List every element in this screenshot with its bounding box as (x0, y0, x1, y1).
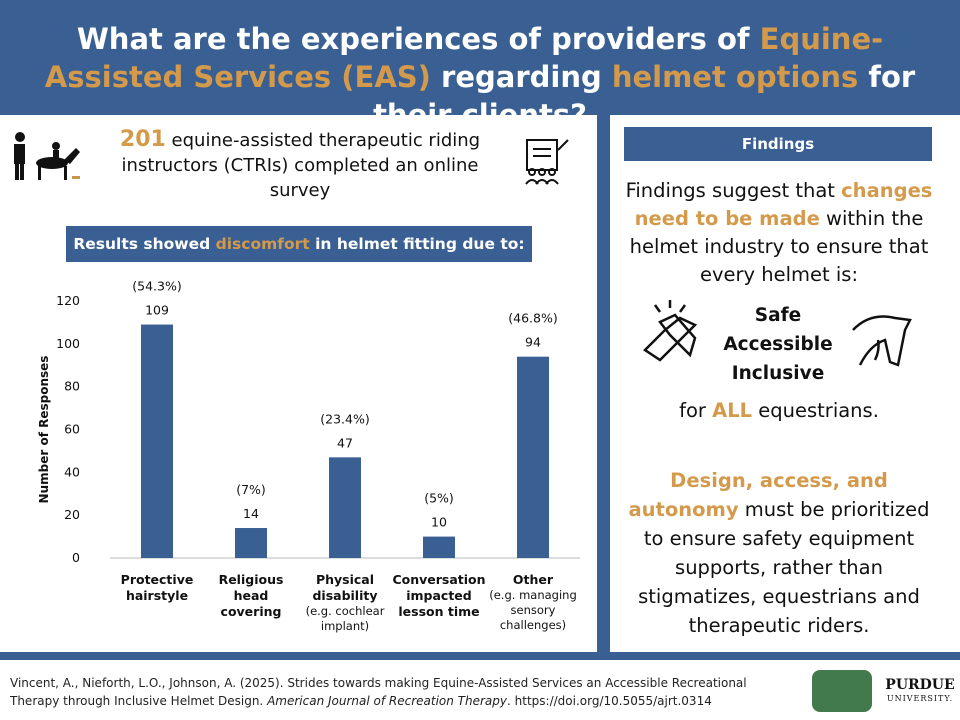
logo-text: PURDUE (885, 677, 955, 693)
percent-label: (7%) (236, 482, 266, 497)
findings-heading-bg (624, 127, 932, 161)
value-label: 14 (243, 506, 259, 521)
x-tick-label: Physical disability (e.g. cochlear implan… (295, 572, 395, 634)
text: for (679, 399, 713, 422)
title-part: What are the experiences of providers of (76, 22, 760, 56)
x-tick-label: Protective hairstyle (107, 572, 207, 604)
title: What are the experiences of providers of… (40, 20, 920, 134)
rider-icon (14, 132, 80, 180)
x-tick-label: Religious head covering (201, 572, 301, 620)
findings-para3: Design, access, and autonomy must be pri… (620, 466, 938, 640)
banner-highlight: discomfort (215, 235, 310, 253)
banner-text: in helmet fitting due to: (309, 235, 525, 253)
percent-label: (23.4%) (320, 411, 369, 426)
value-label: 109 (145, 303, 169, 318)
quality: Accessible (723, 334, 833, 355)
y-tick-label: 120 (56, 293, 80, 308)
bar (423, 536, 455, 558)
category-name: Protective hairstyle (120, 572, 194, 603)
y-tick-label: 80 (64, 379, 80, 394)
category-name: Religious head covering (218, 572, 284, 619)
text: equestrians. (752, 399, 879, 422)
title-highlight: helmet options (611, 60, 859, 94)
bar (517, 356, 549, 558)
quality: Inclusive (731, 363, 825, 384)
title-part: for their clients? (373, 60, 916, 132)
findings-heading: Findings (741, 135, 815, 153)
quality: Safe (754, 305, 802, 326)
highlight: changes need to be made (634, 179, 933, 230)
percent-label: (5%) (424, 491, 454, 506)
highlight: Design, access, and autonomy (628, 469, 888, 521)
percent-label: (54.3%) (132, 279, 181, 294)
logo-text: UNIVERSITY. (886, 694, 954, 703)
horse-icon (852, 315, 912, 367)
y-tick-label: 40 (64, 464, 80, 479)
category-name: Conversation impacted lesson time (392, 572, 486, 619)
handshake-icon (643, 300, 698, 362)
y-tick-label: 0 (72, 550, 80, 565)
value-label: 10 (431, 515, 447, 530)
cu-logo (812, 670, 872, 712)
citation-journal: American Journal of Recreation Therapy (267, 694, 508, 708)
title-part: regarding (430, 60, 612, 94)
value-label: 94 (525, 335, 541, 350)
survey-icon (525, 139, 569, 185)
results-banner: Results showed discomfort in helmet fitt… (66, 226, 532, 262)
intro-number: 201 (119, 127, 166, 152)
value-label: 47 (337, 435, 353, 450)
x-tick-label: Conversation impacted lesson time (389, 572, 489, 620)
divider (597, 115, 610, 660)
category-name: Physical disability (312, 572, 378, 603)
x-tick-label: Other (e.g. managing sensory challenges) (483, 572, 583, 633)
text: must be prioritized to ensure safety equ… (638, 498, 930, 637)
purdue-logo: PURDUE UNIVERSITY. (884, 676, 956, 704)
text: Findings suggest that (625, 179, 842, 202)
text: within the helmet industry to ensure tha… (629, 207, 929, 286)
citation-text: Vincent, A., Nieforth, L.O., Johnson, A.… (10, 676, 747, 708)
citation: Vincent, A., Nieforth, L.O., Johnson, A.… (10, 674, 780, 710)
results-banner-bg (66, 226, 532, 262)
findings-para1: Findings suggest that changes need to be… (616, 177, 942, 289)
bar (329, 457, 361, 558)
header-band (0, 0, 960, 115)
bar (141, 324, 173, 558)
footer-band (0, 652, 960, 660)
category-name: Other (512, 572, 554, 587)
y-tick-label: 100 (56, 336, 80, 351)
citation-doi: . https://doi.org/10.5055/ajrt.0314 (507, 694, 712, 708)
y-tick-label: 60 (64, 422, 80, 437)
intro: 201 equine-assisted therapeutic riding i… (100, 127, 500, 203)
highlight: ALL (712, 399, 753, 422)
category-note: (e.g. managing sensory challenges) (489, 588, 577, 632)
intro-text: equine-assisted therapeutic riding instr… (121, 130, 481, 201)
category-note: (e.g. cochlear implant) (305, 604, 385, 633)
y-axis-label: Number of Responses (37, 356, 51, 504)
bar (235, 528, 267, 558)
percent-label: (46.8%) (508, 311, 557, 326)
y-tick-label: 20 (64, 507, 80, 522)
findings-para2: for ALL equestrians. (616, 397, 942, 425)
title-highlight: Equine-Assisted Services (EAS) (44, 22, 884, 94)
banner-text: Results showed (73, 235, 216, 253)
qualities: Safe Accessible Inclusive (700, 301, 856, 388)
